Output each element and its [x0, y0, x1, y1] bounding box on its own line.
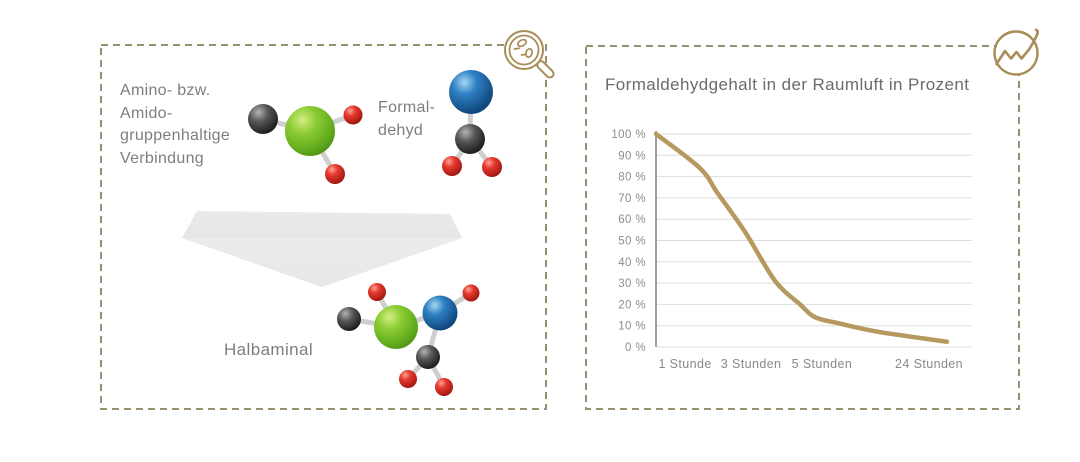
- y-axis-tick-label: 40 %: [618, 257, 646, 269]
- formaldehyde-line: dehyd: [378, 121, 424, 139]
- chart-title: Formaldehydgehalt in der Raumluft in Pro…: [605, 75, 970, 94]
- y-axis-tick-label: 80 %: [618, 172, 646, 184]
- y-axis-tick-label: 30 %: [618, 278, 646, 290]
- magnifier-lens-outer: [504, 30, 544, 70]
- y-axis-tick-label: 100 %: [611, 129, 646, 141]
- y-axis-tick-label: 70 %: [618, 193, 646, 205]
- formaldehyde-label: Formal- dehyd: [378, 97, 435, 142]
- oxygen-atom: [368, 283, 386, 301]
- oxygen-atom: [462, 284, 480, 302]
- magnifier-molecules-icon: [495, 20, 561, 92]
- carbon-atom: [455, 124, 485, 154]
- carbon-atom: [248, 104, 278, 134]
- aldehyde-blue-atom: [422, 295, 458, 331]
- halbaminal-molecule: [337, 283, 480, 396]
- reactant-label: Amino- bzw. Amido- gruppenhaltige Verbin…: [120, 80, 230, 170]
- amine-group-atom: [285, 106, 335, 156]
- molecule-graphics: [182, 70, 502, 396]
- x-axis-tick-label: 24 Stunden: [895, 357, 963, 371]
- amino-compound-molecule: [248, 104, 363, 184]
- reactant-line: Amido-: [120, 104, 173, 122]
- y-axis-tick-label: 50 %: [618, 236, 646, 248]
- reaction-panel: Amino- bzw. Amido- gruppenhaltige Verbin…: [100, 44, 547, 410]
- zigzag-trend-line: [995, 28, 1040, 66]
- y-axis-tick-label: 60 %: [618, 214, 646, 226]
- trend-chart-icon: [986, 21, 1052, 87]
- oxygen-atom: [435, 378, 453, 396]
- y-axis-tick-label: 90 %: [618, 150, 646, 162]
- oxygen-atom: [482, 157, 502, 177]
- formaldehyde-line-chart: 100 % 90 % 80 % 70 % 60 % 50 % 40 % 30 % 20 % 10 …: [611, 129, 972, 371]
- trend-line: [653, 131, 950, 344]
- y-axis-tick-label: 20 %: [618, 299, 646, 311]
- dashed-border-rect: [585, 45, 1020, 410]
- carbon-atom: [416, 345, 440, 369]
- chart-panel: Formaldehydgehalt in der Raumluft in Pro…: [585, 45, 1020, 410]
- microbe-shapes: [513, 38, 533, 59]
- oxygen-atom: [399, 370, 417, 388]
- amine-group-atom: [374, 305, 418, 349]
- y-axis-tick-label: 0 %: [625, 342, 646, 354]
- reactant-line: Amino- bzw.: [120, 82, 211, 99]
- aldehyde-blue-atom: [449, 70, 493, 114]
- dashed-border-left: [100, 44, 547, 410]
- magnifier-lens-inner: [508, 34, 540, 66]
- x-axis-tick-label: 1 Stunde: [658, 357, 711, 371]
- reactant-line: gruppenhaltige: [120, 127, 231, 144]
- formaldehyde-molecule: [442, 70, 502, 177]
- oxygen-atom: [325, 164, 345, 184]
- carbon-atom: [337, 307, 361, 331]
- y-axis-tick-label: 10 %: [618, 321, 646, 333]
- dashed-border-rect: [100, 44, 547, 410]
- x-axis-tick-label: 5 Stunden: [792, 357, 853, 371]
- dashed-border-right: [585, 45, 1020, 410]
- x-axis-tick-label: 3 Stunden: [721, 357, 782, 371]
- oxygen-atom: [343, 105, 363, 125]
- oxygen-atom: [442, 156, 462, 176]
- reaction-arrow-down: [182, 211, 462, 287]
- reactant-line: Verbindung: [120, 149, 204, 167]
- product-label: Halbaminal: [224, 340, 314, 359]
- formaldehyde-line: Formal-: [378, 99, 436, 116]
